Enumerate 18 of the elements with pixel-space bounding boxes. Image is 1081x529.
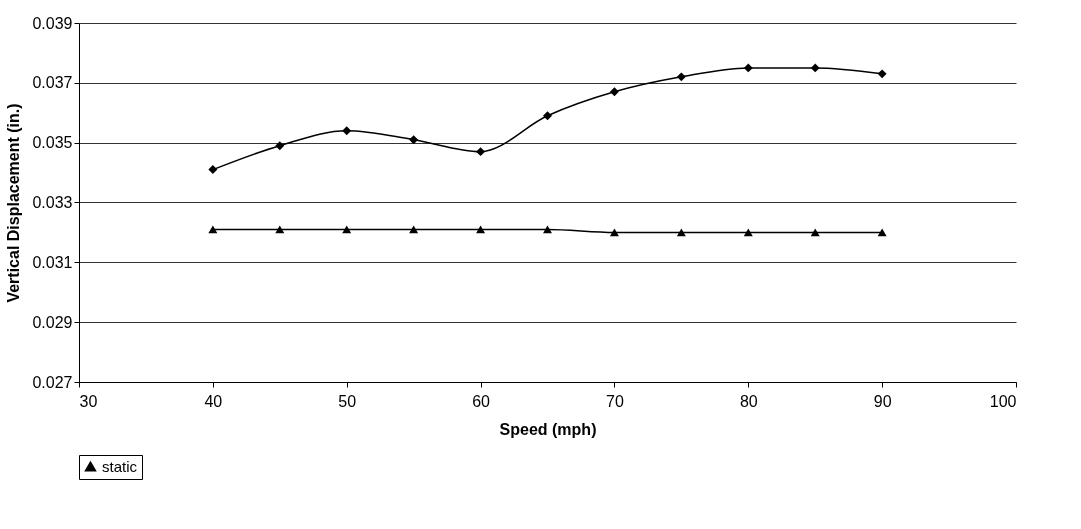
x-tick-label: 70	[606, 392, 624, 410]
x-tick-label: 30	[79, 392, 98, 410]
x-axis-title: Speed (mph)	[499, 420, 597, 438]
x-tick-label: 100	[989, 392, 1017, 410]
y-tick-label: 0.037	[32, 74, 73, 92]
y-tick-label: 0.039	[32, 14, 73, 32]
y-tick-label: 0.029	[32, 313, 73, 331]
x-tick-label: 80	[739, 392, 758, 410]
legend-label: static	[102, 457, 138, 475]
x-tick-label: 60	[472, 392, 491, 410]
y-tick-label: 0.031	[32, 253, 73, 271]
y-tick-label: 0.027	[32, 373, 73, 391]
x-tick-label: 40	[204, 392, 223, 410]
x-tick-label: 90	[873, 392, 892, 410]
y-tick-label: 0.035	[32, 134, 73, 152]
y-tick-label: 0.033	[32, 194, 73, 211]
x-tick-label: 50	[338, 392, 357, 410]
y-axis-title: Vertical Displacement (in.)	[5, 103, 23, 303]
